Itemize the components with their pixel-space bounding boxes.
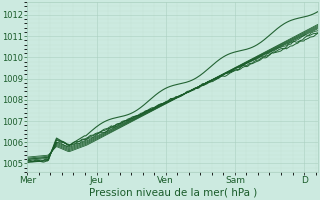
X-axis label: Pression niveau de la mer( hPa ): Pression niveau de la mer( hPa ): [89, 188, 257, 198]
